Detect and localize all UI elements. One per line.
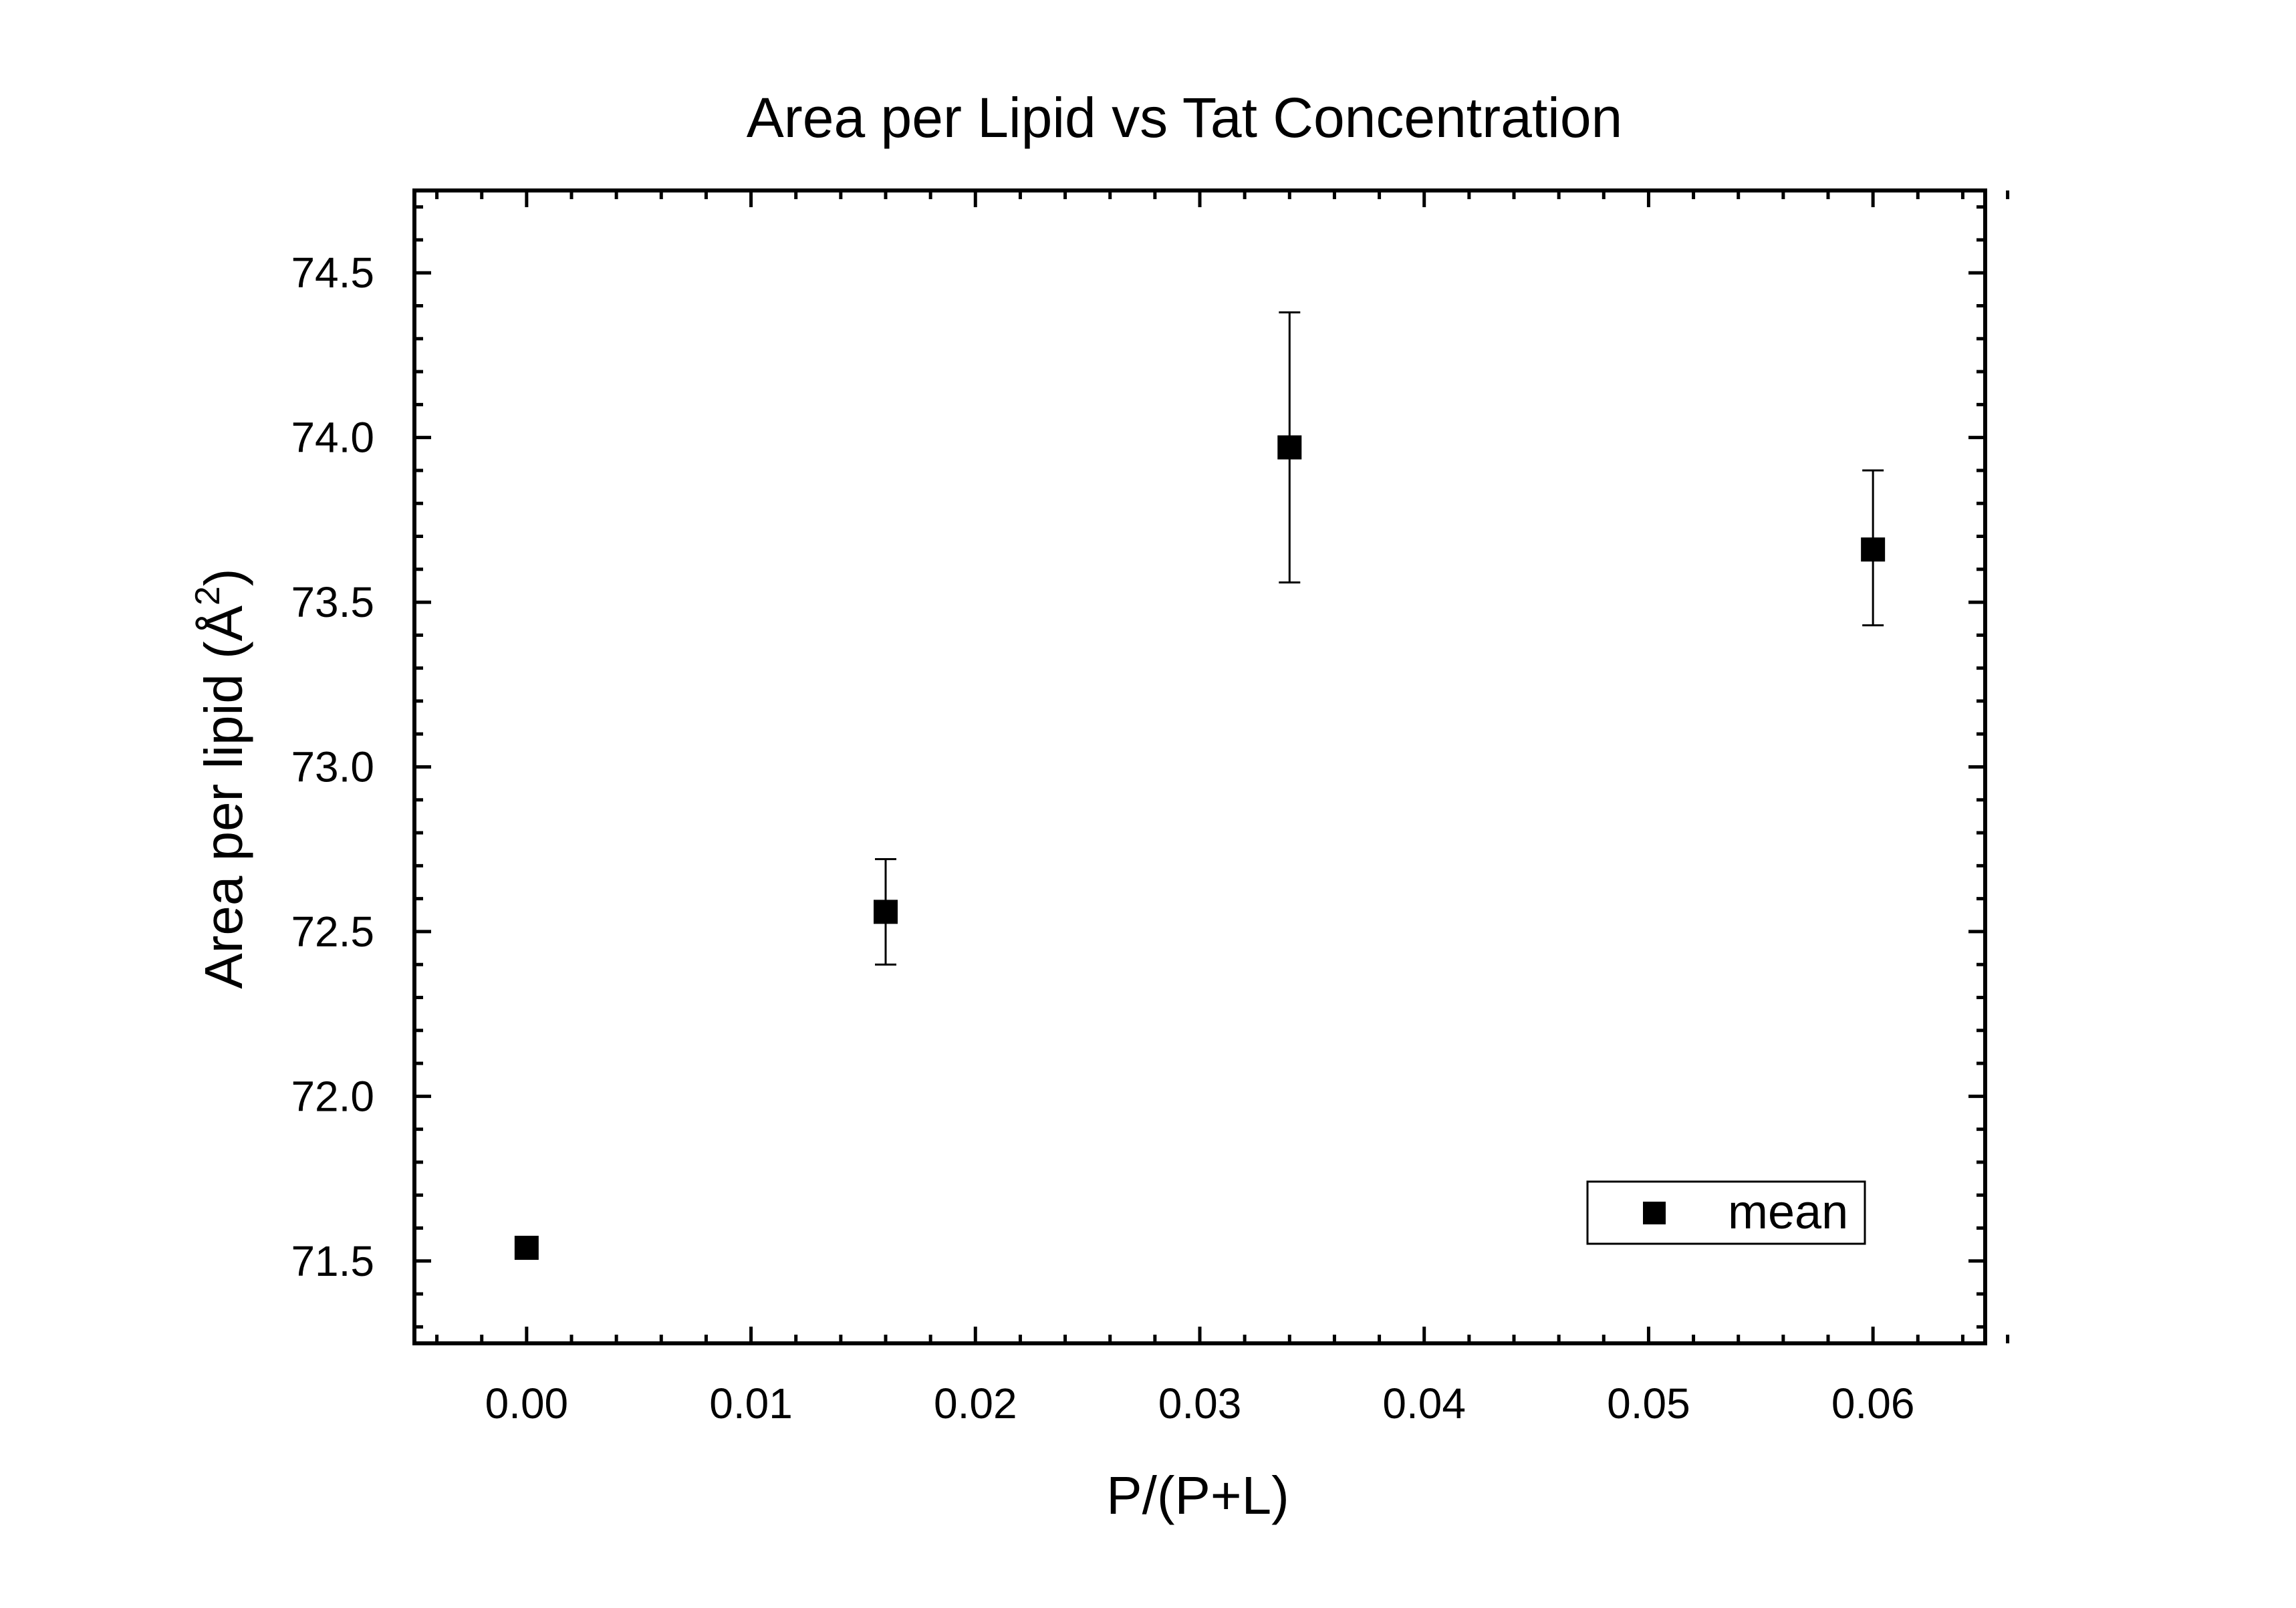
x-tick-labels: 0.00 0.01 0.02 0.03 0.04 0.05 0.06 bbox=[485, 1379, 1915, 1428]
x-tick-label: 0.01 bbox=[709, 1379, 793, 1428]
data-point bbox=[874, 900, 898, 924]
x-tick-label: 0.00 bbox=[485, 1379, 569, 1428]
y-tick-label: 71.5 bbox=[291, 1237, 374, 1285]
axis-ticks bbox=[414, 190, 2010, 1343]
y-tick-label: 73.0 bbox=[291, 743, 374, 791]
y-tick-label: 74.0 bbox=[291, 414, 374, 462]
y-axis-label: Area per lipid (Å2) bbox=[188, 568, 253, 988]
y-tick-label: 73.5 bbox=[291, 578, 374, 626]
legend: mean bbox=[1586, 1180, 1866, 1245]
y-tick-label: 72.5 bbox=[291, 908, 374, 956]
chart-title: Area per Lipid vs Tat Concentration bbox=[747, 86, 1623, 149]
y-tick-label: 72.0 bbox=[291, 1072, 374, 1120]
x-tick-label: 0.06 bbox=[1831, 1379, 1915, 1428]
data-point bbox=[514, 1236, 539, 1260]
y-axis-label-unit: Å bbox=[194, 605, 253, 641]
x-tick-label: 0.02 bbox=[934, 1379, 1017, 1428]
y-axis-label-main: Area per lipid ( bbox=[194, 641, 253, 989]
error-bars bbox=[875, 311, 1884, 966]
x-tick-label: 0.05 bbox=[1607, 1379, 1690, 1428]
plot-frame bbox=[412, 188, 1987, 1345]
data-points bbox=[514, 435, 1886, 1260]
y-axis-label-close: ) bbox=[194, 568, 253, 586]
x-axis-label: P/(P+L) bbox=[1106, 1466, 1289, 1525]
y-axis-label-sup: 2 bbox=[188, 586, 227, 606]
data-point bbox=[1277, 435, 1302, 460]
legend-marker bbox=[1643, 1202, 1666, 1224]
y-tick-labels: 71.5 72.0 72.5 73.0 73.5 74.0 74.5 bbox=[291, 249, 374, 1285]
x-tick-label: 0.03 bbox=[1158, 1379, 1242, 1428]
y-tick-label: 74.5 bbox=[291, 249, 374, 297]
legend-box bbox=[1586, 1180, 1866, 1245]
data-point bbox=[1861, 537, 1886, 562]
x-tick-label: 0.04 bbox=[1382, 1379, 1466, 1428]
legend-label: mean bbox=[1728, 1186, 1848, 1239]
